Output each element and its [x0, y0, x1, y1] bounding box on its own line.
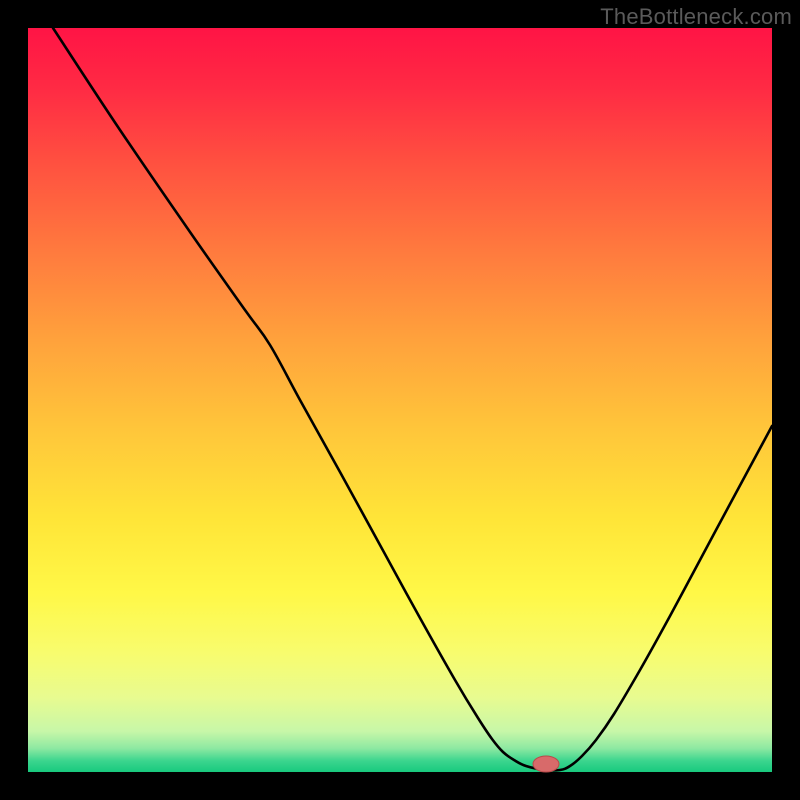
chart-plot-area	[28, 28, 772, 772]
chart-container: TheBottleneck.com	[0, 0, 800, 800]
watermark-text: TheBottleneck.com	[600, 4, 792, 30]
bottleneck-chart	[0, 0, 800, 800]
optimal-marker	[533, 756, 559, 772]
